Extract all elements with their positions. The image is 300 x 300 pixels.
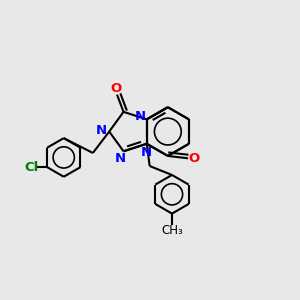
Text: N: N — [114, 152, 125, 165]
Text: CH₃: CH₃ — [161, 224, 183, 237]
Text: N: N — [135, 110, 146, 123]
Text: N: N — [141, 146, 152, 159]
Text: O: O — [188, 152, 200, 165]
Text: Cl: Cl — [24, 160, 39, 174]
Text: N: N — [96, 124, 107, 137]
Text: O: O — [110, 82, 121, 95]
